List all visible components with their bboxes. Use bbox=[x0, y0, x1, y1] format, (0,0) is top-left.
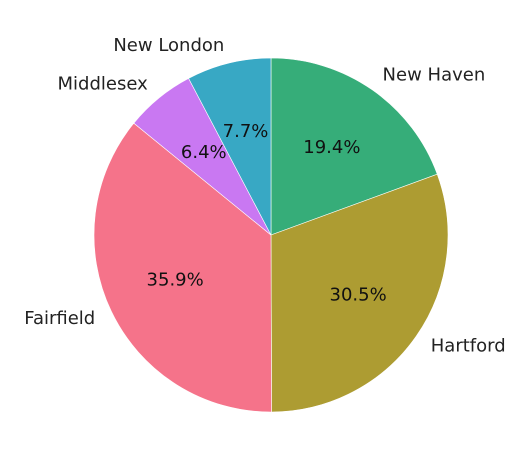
slice-pct-middlesex: 6.4% bbox=[181, 142, 227, 163]
slice-new-haven bbox=[270, 57, 438, 236]
slice-hartford bbox=[270, 173, 449, 413]
slice-label-middlesex: Middlesex bbox=[57, 73, 148, 94]
slice-label-new-haven: New Haven bbox=[383, 64, 486, 85]
slice-label-hartford: Hartford bbox=[431, 335, 506, 356]
slice-pct-new-haven: 19.4% bbox=[303, 137, 360, 158]
slice-label-fairfield: Fairfield bbox=[24, 308, 95, 329]
slice-fairfield bbox=[93, 122, 272, 413]
slice-pct-new-london: 7.7% bbox=[223, 121, 269, 142]
slice-label-new-london: New London bbox=[113, 35, 224, 56]
slice-new-london bbox=[188, 57, 272, 236]
slice-pct-fairfield: 35.9% bbox=[147, 270, 204, 291]
pie-slices bbox=[93, 57, 449, 413]
slice-pct-hartford: 30.5% bbox=[330, 285, 387, 306]
pie-labels: New Haven 19.4% Hartford 30.5% Fairfield 35.9… bbox=[24, 35, 505, 356]
